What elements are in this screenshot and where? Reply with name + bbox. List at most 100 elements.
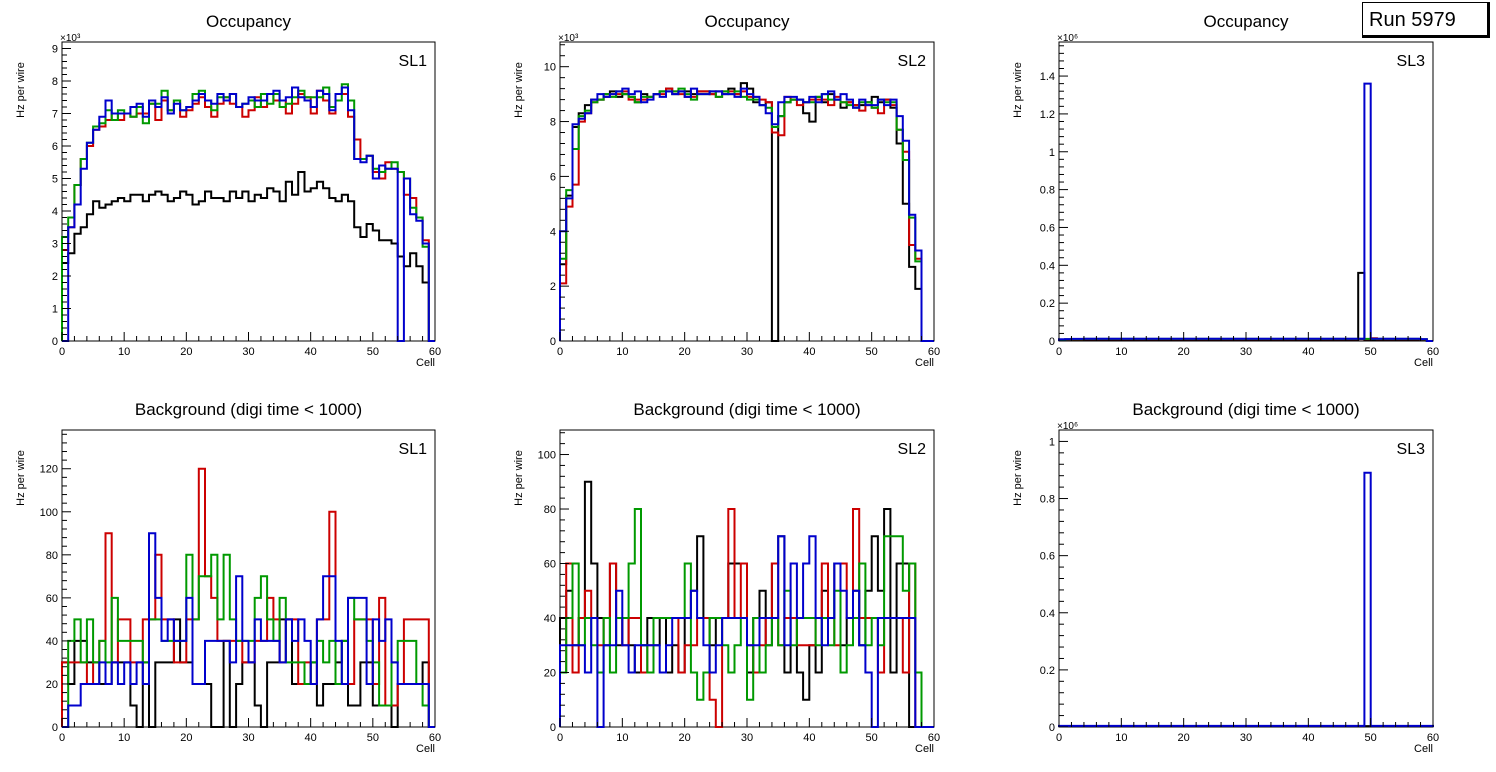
y-tick-label: 1: [1049, 147, 1055, 159]
x-tick-label: 60: [928, 346, 940, 358]
y-tick-label: 80: [46, 550, 58, 562]
x-tick-label: 60: [429, 346, 441, 358]
x-tick-label: 0: [59, 346, 65, 358]
series-layer4-line: [1058, 82, 1433, 342]
y-tick-label: 9: [52, 44, 58, 56]
x-tick-label: 30: [741, 732, 753, 744]
y-tick-label: 4: [550, 226, 556, 238]
plot-frame: [1058, 41, 1434, 342]
chart-panel-5: Background (digi time < 1000) 0 10 20 30 40 50…: [513, 400, 940, 755]
series-layer1-line: [1058, 271, 1433, 342]
y-tick-label: 0.4: [1040, 260, 1055, 272]
series-layer4-line: [62, 86, 435, 342]
series-layer4-line: [559, 87, 934, 342]
series-layer1-line: [61, 171, 435, 342]
series-layer4-line: [1058, 471, 1434, 727]
x-tick-label: 40: [1302, 346, 1314, 358]
y-axis-label: Hz per wire: [513, 62, 525, 118]
x-tick-label: 40: [305, 346, 317, 358]
y-tick-label: 20: [544, 668, 556, 680]
y-tick-label: 8: [52, 76, 58, 88]
x-tick-label: 50: [866, 732, 878, 744]
series-layer3-line: [559, 87, 934, 342]
x-tick-label: 30: [242, 346, 254, 358]
chart-title: Occupancy: [704, 12, 790, 31]
y-tick-label: 0: [1049, 336, 1055, 348]
y-tick-label: 120: [40, 464, 58, 476]
x-tick-label: 50: [1365, 732, 1377, 744]
y-tick-label: 0.2: [1040, 298, 1055, 310]
x-tick-label: 30: [1240, 346, 1252, 358]
y-tick-label: 0: [52, 336, 58, 348]
series-layer1-line: [559, 82, 934, 342]
x-tick-label: 50: [866, 346, 878, 358]
y-tick-label: 0.2: [1040, 665, 1055, 677]
y-tick-label: 20: [46, 679, 58, 691]
y-tick-label: 1.4: [1040, 71, 1055, 83]
x-tick-label: 20: [180, 346, 192, 358]
x-tick-label: 60: [928, 732, 940, 744]
x-tick-label: 20: [679, 346, 691, 358]
x-tick-label: 40: [803, 732, 815, 744]
x-tick-label: 40: [305, 732, 317, 744]
x-tick-label: 0: [557, 732, 563, 744]
y-exponent-label: ×10³: [60, 33, 81, 44]
chart-title: Background (digi time < 1000): [633, 400, 860, 419]
panel-label: SL2: [898, 53, 927, 70]
x-tick-label: 20: [1178, 732, 1190, 744]
y-tick-label: 0.8: [1040, 494, 1055, 506]
y-exponent-label: ×10⁶: [1057, 421, 1078, 432]
y-tick-label: 0.8: [1040, 185, 1055, 197]
x-axis-label: Cell: [1414, 743, 1433, 755]
x-tick-label: 10: [1115, 732, 1127, 744]
x-tick-label: 40: [803, 346, 815, 358]
series-layer4-line: [559, 535, 934, 728]
x-tick-label: 10: [118, 732, 130, 744]
y-tick-label: 0.6: [1040, 551, 1055, 563]
y-axis-label: Hz per wire: [1012, 450, 1024, 506]
panel-label: SL2: [898, 441, 927, 458]
panel-label: SL1: [399, 441, 428, 458]
y-tick-label: 80: [544, 504, 556, 516]
series-layer2-line: [61, 89, 435, 342]
plot-frame: [1058, 429, 1434, 728]
y-tick-label: 2: [550, 281, 556, 293]
y-tick-label: 60: [46, 593, 58, 605]
x-tick-label: 30: [242, 732, 254, 744]
run-label: Run 5979: [1362, 2, 1490, 38]
y-tick-label: 1.2: [1040, 109, 1055, 121]
x-tick-label: 20: [679, 732, 691, 744]
x-tick-label: 60: [1427, 732, 1439, 744]
x-axis-label: Cell: [915, 743, 934, 755]
chart-title: Occupancy: [1203, 12, 1289, 31]
x-tick-label: 10: [616, 346, 628, 358]
x-tick-label: 60: [1427, 346, 1439, 358]
series-layer3-line: [61, 83, 435, 342]
x-tick-label: 0: [1056, 346, 1062, 358]
x-tick-label: 50: [367, 732, 379, 744]
x-tick-label: 10: [616, 732, 628, 744]
y-axis-label: Hz per wire: [15, 450, 27, 506]
chart-panel-6: Background (digi time < 1000)0 10 20 30 40 50…: [1012, 400, 1439, 755]
y-tick-label: 3: [52, 239, 58, 251]
chart-title: Background (digi time < 1000): [1132, 400, 1359, 419]
y-tick-label: 1: [52, 304, 58, 316]
y-tick-label: 4: [52, 206, 58, 218]
y-tick-label: 6: [52, 141, 58, 153]
x-tick-label: 20: [1178, 346, 1190, 358]
y-axis-label: Hz per wire: [513, 450, 525, 506]
y-tick-label: 0.6: [1040, 222, 1055, 234]
y-tick-label: 100: [40, 507, 58, 519]
y-tick-label: 0: [1049, 722, 1055, 734]
series-layer2-line: [559, 87, 934, 342]
y-tick-label: 0: [550, 336, 556, 348]
chart-panel-4: Background (digi time < 1000) 0 10 20 30 40 50…: [15, 400, 441, 755]
x-tick-label: 30: [1240, 732, 1252, 744]
y-exponent-label: ×10³: [558, 33, 579, 44]
x-tick-label: 0: [1056, 732, 1062, 744]
y-tick-label: 5: [52, 174, 58, 186]
x-tick-label: 50: [1365, 346, 1377, 358]
